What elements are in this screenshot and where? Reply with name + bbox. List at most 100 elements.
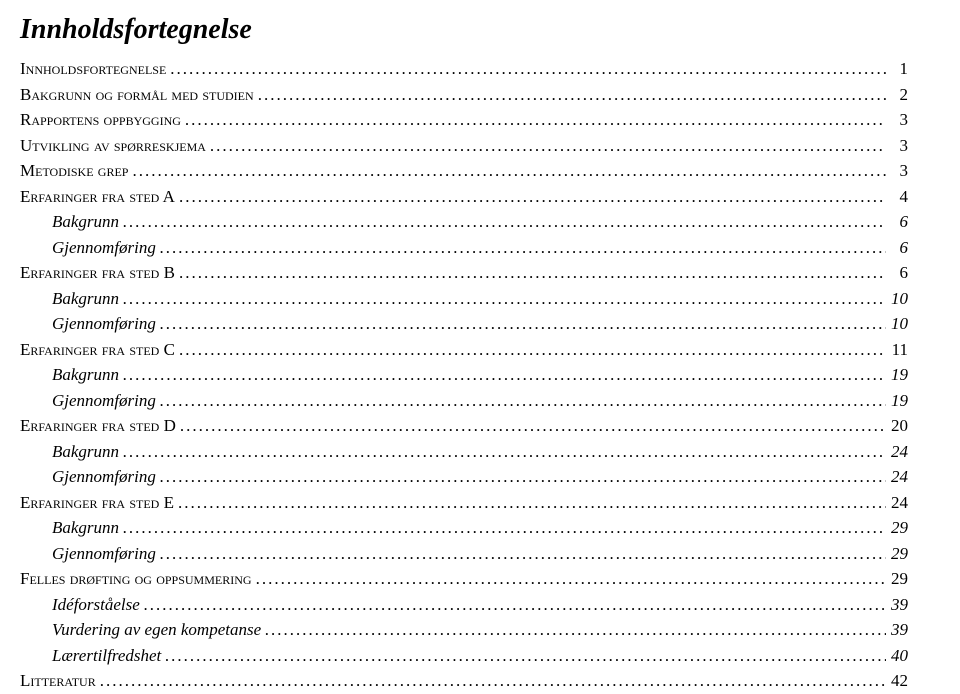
toc-entry-label: Gjennomføring: [52, 388, 156, 414]
toc-entry-page: 24: [886, 464, 908, 490]
toc-entry-page: 24: [886, 439, 908, 465]
toc-entry-label: Bakgrunn: [52, 209, 119, 235]
toc-entry-page: 6: [886, 260, 908, 286]
toc-dot-leader: [119, 362, 886, 388]
toc-entry: Erfaringer fra sted A 4: [20, 184, 908, 210]
toc-entry-page: 4: [886, 184, 908, 210]
toc-dot-leader: [261, 617, 886, 643]
toc-entry-label: Bakgrunn: [52, 515, 119, 541]
toc-dot-leader: [119, 286, 886, 312]
toc-entry-label: Erfaringer fra sted E: [20, 490, 174, 516]
toc-entry: Bakgrunn 24: [20, 439, 908, 465]
toc-entry-page: 19: [886, 362, 908, 388]
toc-entry: Gjennomføring 24: [20, 464, 908, 490]
toc-dot-leader: [254, 82, 886, 108]
toc-entry-label: Gjennomføring: [52, 541, 156, 567]
toc-dot-leader: [119, 439, 886, 465]
toc-entry: Bakgrunn og formål med studien 2: [20, 82, 908, 108]
toc-entry-label: Felles drøfting og oppsummering: [20, 566, 252, 592]
toc-entry: Utvikling av spørreskjema 3: [20, 133, 908, 159]
toc-entry: Erfaringer fra sted B 6: [20, 260, 908, 286]
toc-entry: Erfaringer fra sted C 11: [20, 337, 908, 363]
toc-dot-leader: [175, 337, 886, 363]
toc-entry-label: Bakgrunn: [52, 286, 119, 312]
toc-entry-label: Erfaringer fra sted C: [20, 337, 175, 363]
toc-entry-label: Erfaringer fra sted D: [20, 413, 176, 439]
toc-entry: Erfaringer fra sted E 24: [20, 490, 908, 516]
toc-entry-page: 3: [886, 107, 908, 133]
toc-entry-page: 29: [886, 541, 908, 567]
toc-entry-page: 39: [886, 592, 908, 618]
toc-entry-label: Litteratur: [20, 668, 96, 694]
toc-entry: Gjennomføring 29: [20, 541, 908, 567]
toc-dot-leader: [161, 643, 886, 669]
toc-entry: Gjennomføring 10: [20, 311, 908, 337]
toc-entry-label: Gjennomføring: [52, 464, 156, 490]
toc-entry-label: Erfaringer fra sted A: [20, 184, 175, 210]
toc-entry: Lærertilfredshet 40: [20, 643, 908, 669]
toc-dot-leader: [175, 260, 886, 286]
toc-entry: Rapportens oppbygging 3: [20, 107, 908, 133]
toc-entry: Litteratur42: [20, 668, 908, 694]
toc-dot-leader: [252, 566, 886, 592]
toc-entry-page: 24: [886, 490, 908, 516]
toc-entry-label: Lærertilfredshet: [52, 643, 161, 669]
toc-entry-page: 2: [886, 82, 908, 108]
toc-entry-page: 6: [886, 235, 908, 261]
page-title: Innholdsfortegnelse: [20, 14, 908, 46]
toc-entry-page: 3: [886, 133, 908, 159]
toc-entry: Bakgrunn 19: [20, 362, 908, 388]
toc-entry-label: Utvikling av spørreskjema: [20, 133, 206, 159]
toc-entry-page: 29: [886, 566, 908, 592]
toc-entry-page: 10: [886, 311, 908, 337]
toc-entry-label: Gjennomføring: [52, 235, 156, 261]
toc-entry-page: 10: [886, 286, 908, 312]
toc-entry-page: 3: [886, 158, 908, 184]
toc-entry-label: Idéforståelse: [52, 592, 140, 618]
toc-dot-leader: [156, 311, 886, 337]
toc-entry: Idéforståelse 39: [20, 592, 908, 618]
toc-entry: Gjennomføring 19: [20, 388, 908, 414]
toc-entry: Erfaringer fra sted D 20: [20, 413, 908, 439]
toc-dot-leader: [140, 592, 886, 618]
toc-entry-label: Bakgrunn: [52, 362, 119, 388]
toc-container: Innholdsfortegnelse1Bakgrunn og formål m…: [20, 56, 908, 694]
toc-dot-leader: [156, 388, 886, 414]
toc-dot-leader: [206, 133, 886, 159]
toc-dot-leader: [175, 184, 886, 210]
toc-entry-page: 1: [886, 56, 908, 82]
toc-entry-label: Bakgrunn: [52, 439, 119, 465]
toc-entry-label: Innholdsfortegnelse: [20, 56, 166, 82]
toc-entry: Bakgrunn 29: [20, 515, 908, 541]
toc-entry-page: 39: [886, 617, 908, 643]
toc-dot-leader: [181, 107, 886, 133]
toc-entry-page: 6: [886, 209, 908, 235]
toc-entry: Vurdering av egen kompetanse 39: [20, 617, 908, 643]
toc-dot-leader: [156, 235, 886, 261]
toc-entry-page: 19: [886, 388, 908, 414]
toc-entry: Innholdsfortegnelse 1: [20, 56, 908, 82]
toc-entry: Gjennomføring 6: [20, 235, 908, 261]
toc-dot-leader: [156, 541, 886, 567]
toc-dot-leader: [174, 490, 886, 516]
toc-dot-leader: [96, 668, 886, 694]
toc-entry-label: Vurdering av egen kompetanse: [52, 617, 261, 643]
toc-entry: Metodiske grep 3: [20, 158, 908, 184]
toc-entry-label: Erfaringer fra sted B: [20, 260, 175, 286]
toc-dot-leader: [156, 464, 886, 490]
toc-entry-label: Rapportens oppbygging: [20, 107, 181, 133]
toc-entry-label: Metodiske grep: [20, 158, 128, 184]
toc-dot-leader: [128, 158, 886, 184]
toc-entry-label: Bakgrunn og formål med studien: [20, 82, 254, 108]
toc-entry-page: 20: [886, 413, 908, 439]
toc-entry-page: 11: [886, 337, 908, 363]
toc-entry: Bakgrunn 10: [20, 286, 908, 312]
toc-dot-leader: [166, 56, 886, 82]
toc-entry: Felles drøfting og oppsummering 29: [20, 566, 908, 592]
toc-dot-leader: [119, 515, 886, 541]
toc-dot-leader: [119, 209, 886, 235]
toc-entry-label: Gjennomføring: [52, 311, 156, 337]
toc-entry: Bakgrunn 6: [20, 209, 908, 235]
toc-entry-page: 29: [886, 515, 908, 541]
toc-entry-page: 40: [886, 643, 908, 669]
